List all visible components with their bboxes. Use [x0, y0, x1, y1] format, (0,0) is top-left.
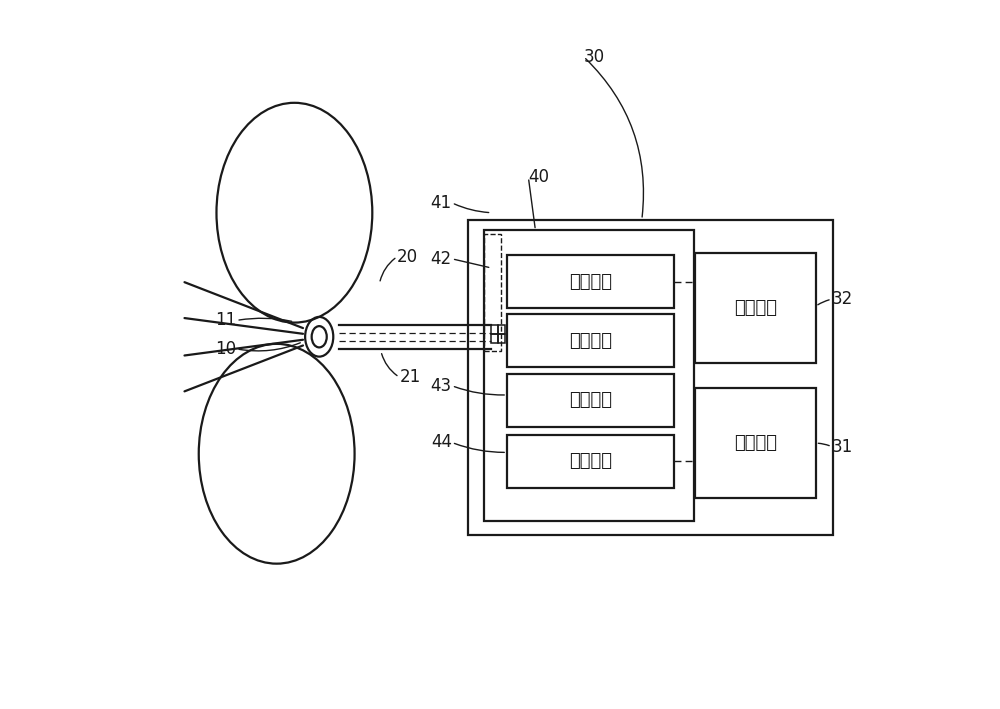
Bar: [484, 230, 694, 521]
Text: 32: 32: [832, 290, 853, 308]
Bar: [507, 435, 674, 488]
Text: 11: 11: [215, 311, 236, 330]
Text: 30: 30: [584, 48, 605, 66]
Text: 电池组件: 电池组件: [734, 299, 777, 317]
Bar: [491, 334, 498, 343]
Bar: [695, 253, 816, 363]
Text: 41: 41: [431, 194, 452, 212]
Text: 显示模块: 显示模块: [569, 452, 612, 470]
Text: 转换模块: 转换模块: [569, 332, 612, 350]
Bar: [498, 325, 505, 334]
Text: 42: 42: [431, 250, 452, 268]
Bar: [507, 374, 674, 427]
Text: 显示面板: 显示面板: [734, 434, 777, 452]
Text: 31: 31: [832, 437, 853, 456]
Text: 40: 40: [528, 168, 549, 186]
Bar: [498, 334, 505, 343]
Bar: [484, 234, 501, 351]
Text: 21: 21: [399, 368, 421, 386]
Bar: [468, 220, 833, 535]
Text: 10: 10: [215, 340, 236, 358]
Bar: [491, 325, 498, 334]
Text: 20: 20: [397, 247, 418, 266]
Bar: [507, 255, 674, 308]
Text: 43: 43: [431, 376, 452, 395]
Text: 读取模块: 读取模块: [569, 273, 612, 291]
Text: 修正模块: 修正模块: [569, 391, 612, 409]
Bar: [695, 388, 816, 498]
Bar: [507, 314, 674, 367]
Text: 44: 44: [431, 433, 452, 452]
